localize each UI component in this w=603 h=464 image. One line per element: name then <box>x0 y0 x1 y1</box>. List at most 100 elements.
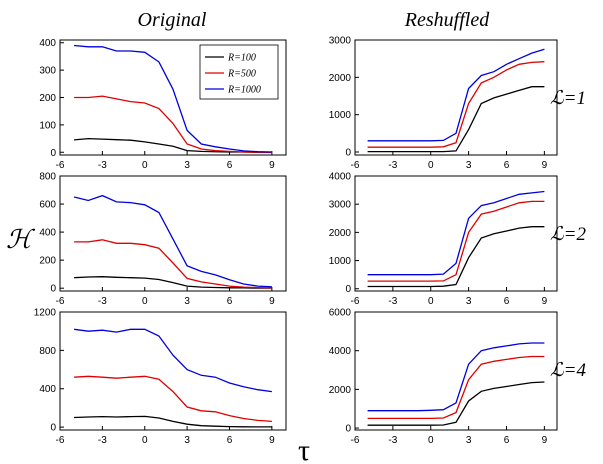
x-tick-label: -6 <box>351 160 360 171</box>
x-tick-label: 9 <box>542 435 548 446</box>
series-line-r-500 <box>367 61 545 148</box>
row-label-L4: ℒ=4 <box>550 360 587 381</box>
col-title-reshuffled: Reshuffled <box>404 9 490 31</box>
y-tick-label: 0 <box>50 148 56 159</box>
series-line-r-1000 <box>74 44 272 153</box>
x-tick-label: -3 <box>98 296 107 307</box>
x-tick-label: 3 <box>184 435 190 446</box>
y-tick-label: 3000 <box>329 36 352 47</box>
plot-frame <box>354 39 558 156</box>
y-tick-label: 0 <box>50 423 56 434</box>
y-tick-label: 1000 <box>329 256 352 267</box>
row-label-L2: ℒ=2 <box>550 224 587 245</box>
panel-1: -6 -3 0 3 6 9 0 100 200 300 400 R=100 R=500 R=1000 <box>39 38 287 171</box>
row-label-L1: ℒ=1 <box>550 88 586 109</box>
x-tick-label: 6 <box>504 435 510 446</box>
y-tick-label: 0 <box>345 424 351 435</box>
plot-frame <box>59 311 287 431</box>
series-line-r-500 <box>367 355 545 420</box>
chart-panels: -6 -3 0 3 6 90100200300400R=100R=500R=1000-6-… <box>34 36 558 446</box>
x-tick-label: -6 <box>56 160 65 171</box>
x-tick-label: 9 <box>542 160 548 171</box>
y-tick-label: 2000 <box>329 385 352 396</box>
x-tick-label: 3 <box>184 160 190 171</box>
y-tick-label: 1200 <box>34 308 57 319</box>
x-tick-label: 9 <box>269 296 275 307</box>
series-line-r-500 <box>74 375 272 423</box>
series-line-r-100 <box>367 381 545 426</box>
y-tick-label: 100 <box>39 120 56 131</box>
x-tick-label: 0 <box>428 435 434 446</box>
x-axis-label: τ <box>298 434 310 464</box>
x-tick-label: 0 <box>142 296 148 307</box>
series-line-r-100 <box>74 276 272 289</box>
series-line-r-1000 <box>367 190 545 276</box>
x-tick-label: -3 <box>98 160 107 171</box>
series-line-r-1000 <box>73 194 272 288</box>
x-tick-label: 9 <box>269 435 275 446</box>
panel-2: -6 -3 0 3 6 9 0 1000 2000 3000 <box>329 36 558 171</box>
series-line-r-100 <box>367 86 545 153</box>
panel-4: -6 -3 0 3 6 9 0 1000 2000 3000 4000 <box>329 172 558 307</box>
legend-label: R=1000 <box>227 85 261 96</box>
x-tick-label: 0 <box>142 435 148 446</box>
series-line-r-500 <box>74 95 272 153</box>
series-line-r-500 <box>74 239 272 289</box>
plot-frame <box>354 311 558 431</box>
y-tick-label: 6000 <box>329 308 352 319</box>
y-tick-label: 2000 <box>329 73 352 84</box>
x-tick-label: 6 <box>504 160 510 171</box>
y-tick-label: 200 <box>39 93 56 104</box>
legend-label: R=500 <box>227 69 256 80</box>
y-tick-label: 400 <box>39 228 56 239</box>
x-tick-label: 0 <box>428 160 434 171</box>
x-tick-label: -6 <box>56 435 65 446</box>
x-tick-label: 9 <box>542 296 548 307</box>
panel-5: -6 -3 0 3 6 9 0 400 800 1200 <box>34 308 287 446</box>
y-tick-label: 800 <box>39 346 56 357</box>
legend: R=100 R=500 R=1000 <box>199 44 279 100</box>
y-tick-label: 2000 <box>329 228 352 239</box>
x-tick-label: 6 <box>227 435 233 446</box>
series-line-r-500 <box>367 200 545 282</box>
legend-label: R=100 <box>227 53 256 64</box>
y-tick-label: 4000 <box>329 172 352 183</box>
plot-frame <box>59 175 287 292</box>
x-tick-label: 3 <box>466 296 472 307</box>
series-line-r-1000 <box>367 342 545 412</box>
y-tick-label: 1000 <box>329 110 352 121</box>
x-tick-label: 0 <box>428 296 434 307</box>
x-tick-label: -3 <box>388 296 397 307</box>
y-tick-label: 600 <box>39 200 56 211</box>
x-tick-label: -3 <box>98 435 107 446</box>
x-tick-label: 3 <box>466 160 472 171</box>
series-line-r-100 <box>74 415 272 428</box>
panel-3: -6 -3 0 3 6 9 0 200 400 600 800 <box>39 172 287 307</box>
col-title-original: Original <box>138 9 207 31</box>
x-tick-label: 6 <box>227 160 233 171</box>
x-tick-label: -6 <box>351 435 360 446</box>
series-line-r-1000 <box>367 48 545 142</box>
y-axis-label: ℋ <box>6 225 36 254</box>
x-tick-label: -3 <box>388 160 397 171</box>
x-tick-label: 3 <box>466 435 472 446</box>
y-tick-label: 0 <box>345 284 351 295</box>
y-tick-label: 0 <box>345 148 351 159</box>
y-tick-label: 400 <box>39 384 56 395</box>
x-tick-label: 3 <box>184 296 190 307</box>
plot-frame <box>354 175 558 292</box>
y-tick-label: 200 <box>39 256 56 267</box>
y-tick-label: 400 <box>39 38 56 49</box>
x-tick-label: 0 <box>142 160 148 171</box>
series-line-r-100 <box>367 226 545 288</box>
y-tick-label: 3000 <box>329 200 352 211</box>
panel-6: -6 -3 0 3 6 9 0 2000 4000 6000 <box>329 308 558 446</box>
x-tick-label: 9 <box>269 160 275 171</box>
y-tick-label: 300 <box>39 66 56 77</box>
x-tick-label: -6 <box>351 296 360 307</box>
y-tick-label: 0 <box>50 284 56 295</box>
series-line-r-1000 <box>74 328 272 393</box>
y-tick-label: 800 <box>39 172 56 183</box>
x-tick-label: 6 <box>504 296 510 307</box>
